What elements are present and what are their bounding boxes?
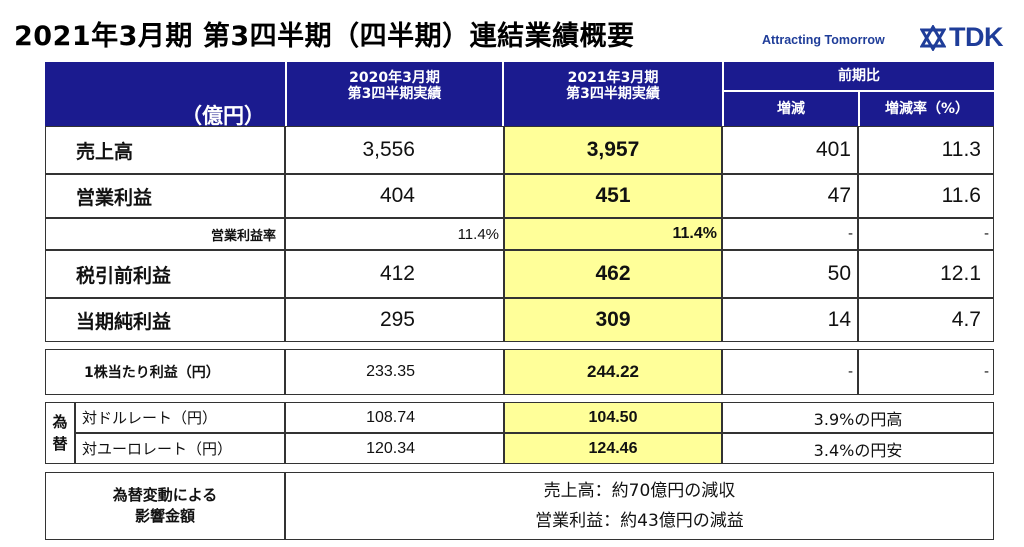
change-label: 増減 <box>777 101 805 117</box>
row-sales-rate: 11.3 <box>858 126 994 174</box>
fx-usd-prev: 108.74 <box>285 402 504 433</box>
tdk-logo: TDK <box>920 22 1004 53</box>
fx-side-label-2: 替 <box>52 435 68 453</box>
row-net-prev: 295 <box>285 298 504 342</box>
unit-label: （億円） <box>181 104 265 127</box>
eps-change: - <box>722 349 858 395</box>
row-sales-label: 売上高 <box>45 126 285 174</box>
change-rate-label: 増減率（%） <box>884 101 970 117</box>
eps-cur: 244.22 <box>504 349 722 395</box>
fx-side-label: 為 替 <box>45 402 75 464</box>
row-op-change: 47 <box>722 174 858 218</box>
fx-usd-note: 3.9%の円高 <box>722 402 994 433</box>
impact-label-line2: 影響金額 <box>134 507 195 525</box>
unit-header: （億円） <box>45 62 285 126</box>
row-pretax-prev: 412 <box>285 250 504 298</box>
row-net-cur: 309 <box>504 298 722 342</box>
change-rate-header: 増減率（%） <box>860 92 994 126</box>
row-pretax-cur: 462 <box>504 250 722 298</box>
impact-label: 為替変動による 影響金額 <box>45 472 285 540</box>
row-net-change: 14 <box>722 298 858 342</box>
row-sales-change: 401 <box>722 126 858 174</box>
fx-eur-note: 3.4%の円安 <box>722 433 994 464</box>
row-pretax-rate: 12.1 <box>858 250 994 298</box>
cur-year-line2: 第3四半期実績 <box>566 86 660 102</box>
comparison-label: 前期比 <box>838 68 880 84</box>
row-margin-label: 営業利益率 <box>45 218 285 250</box>
row-op-prev: 404 <box>285 174 504 218</box>
brand-tagline: Attracting Tomorrow <box>762 33 885 47</box>
row-margin-rate: - <box>858 218 994 250</box>
tdk-logo-icon <box>920 24 946 51</box>
eps-label: 1株当たり利益（円） <box>45 349 285 395</box>
prev-year-header: 2020年3月期 第3四半期実績 <box>287 62 502 126</box>
cur-year-header: 2021年3月期 第3四半期実績 <box>504 62 722 126</box>
impact-line-op: 営業利益：約43億円の減益 <box>535 511 744 531</box>
fx-usd-cur: 104.50 <box>504 402 722 433</box>
row-margin-change: - <box>722 218 858 250</box>
impact-line-sales: 売上高：約70億円の減収 <box>543 481 736 501</box>
cur-year-line1: 2021年3月期 <box>567 70 659 86</box>
prev-year-line1: 2020年3月期 <box>349 70 440 86</box>
row-op-label: 営業利益 <box>45 174 285 218</box>
fx-side-label-1: 為 <box>52 413 68 431</box>
row-pretax-change: 50 <box>722 250 858 298</box>
impact-label-line1: 為替変動による <box>112 486 218 504</box>
row-op-rate: 11.6 <box>858 174 994 218</box>
fx-eur-prev: 120.34 <box>285 433 504 464</box>
row-margin-cur: 11.4% <box>504 218 722 250</box>
row-sales-prev: 3,556 <box>285 126 504 174</box>
change-header: 増減 <box>724 92 858 126</box>
brand-name: TDK <box>949 22 1004 52</box>
row-op-cur: 451 <box>504 174 722 218</box>
eps-prev: 233.35 <box>285 349 504 395</box>
fx-eur-cur: 124.46 <box>504 433 722 464</box>
fx-usd-label: 対ドルレート（円） <box>75 402 285 433</box>
row-sales-cur: 3,957 <box>504 126 722 174</box>
row-margin-prev: 11.4% <box>285 218 504 250</box>
row-pretax-label: 税引前利益 <box>45 250 285 298</box>
page-title: 2021年3月期 第3四半期（四半期）連結業績概要 <box>14 21 635 52</box>
comparison-header: 前期比 <box>724 62 994 90</box>
row-net-rate: 4.7 <box>858 298 994 342</box>
eps-rate: - <box>858 349 994 395</box>
row-net-label: 当期純利益 <box>45 298 285 342</box>
prev-year-line2: 第3四半期実績 <box>347 86 442 102</box>
impact-detail: 売上高：約70億円の減収 営業利益：約43億円の減益 <box>285 472 994 540</box>
fx-eur-label: 対ユーロレート（円） <box>75 433 285 464</box>
